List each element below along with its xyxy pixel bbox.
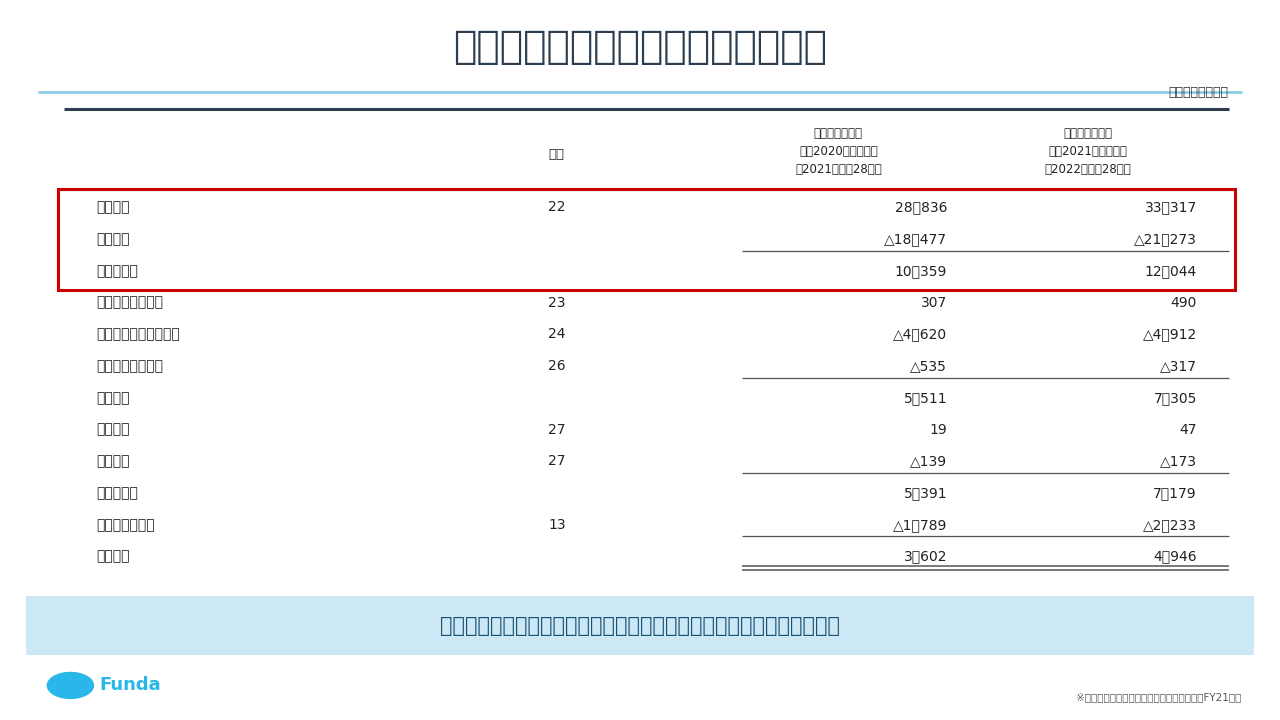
Text: △21，273: △21，273 [1134, 232, 1197, 246]
Text: 13: 13 [548, 518, 566, 532]
Text: 12，044: 12，044 [1144, 264, 1197, 278]
Text: （単位：百万円）: （単位：百万円） [1169, 86, 1229, 99]
Bar [58, 189, 1235, 289]
Text: 4，946: 4，946 [1153, 549, 1197, 564]
Text: 27: 27 [548, 423, 566, 436]
Text: 7，179: 7，179 [1153, 486, 1197, 500]
Text: 指標の調べ方：粗利（売上総利益）: 指標の調べ方：粗利（売上総利益） [453, 28, 827, 66]
Text: 19: 19 [929, 423, 947, 436]
Text: 当連結会計年度
（自2021年３月１日
至2022年２月28日）: 当連結会計年度 （自2021年３月１日 至2022年２月28日） [1044, 127, 1132, 176]
Text: 22: 22 [548, 200, 566, 215]
Text: △2，233: △2，233 [1143, 518, 1197, 532]
Text: △4，912: △4，912 [1143, 328, 1197, 341]
Text: △173: △173 [1160, 454, 1197, 468]
Text: 26: 26 [548, 359, 566, 373]
Text: 法人所得税費用: 法人所得税費用 [96, 518, 155, 532]
Text: △139: △139 [910, 454, 947, 468]
Text: 5，511: 5，511 [904, 391, 947, 405]
Text: 7，305: 7，305 [1153, 391, 1197, 405]
Text: Funda: Funda [100, 677, 161, 694]
Text: 490: 490 [1170, 296, 1197, 310]
Text: 営業利益: 営業利益 [96, 391, 129, 405]
Text: 23: 23 [548, 296, 566, 310]
Text: 27: 27 [548, 454, 566, 468]
Text: ※コメダホールディングス　有価証券報告書FY21より: ※コメダホールディングス 有価証券報告書FY21より [1076, 692, 1242, 702]
Text: その他の営業収益: その他の営業収益 [96, 296, 163, 310]
Text: 金融費用: 金融費用 [96, 454, 129, 468]
Text: 47: 47 [1179, 423, 1197, 436]
Bar [26, 596, 1254, 655]
Text: 28，836: 28，836 [895, 200, 947, 215]
Text: 税引前利益: 税引前利益 [96, 486, 138, 500]
Text: △317: △317 [1160, 359, 1197, 373]
Text: 3，602: 3，602 [904, 549, 947, 564]
Circle shape [47, 672, 93, 698]
Text: △18，477: △18，477 [884, 232, 947, 246]
Text: 売上原価: 売上原価 [96, 232, 129, 246]
Text: 売上収益: 売上収益 [96, 200, 129, 215]
Text: その他の営業費用: その他の営業費用 [96, 359, 163, 373]
Text: 販売費及び一般管理費: 販売費及び一般管理費 [96, 328, 179, 341]
Text: 10，359: 10，359 [895, 264, 947, 278]
Text: 金融収益: 金融収益 [96, 423, 129, 436]
Text: 当期利益: 当期利益 [96, 549, 129, 564]
Text: 5，391: 5，391 [904, 486, 947, 500]
Text: 33，317: 33，317 [1144, 200, 1197, 215]
Text: △1，789: △1，789 [893, 518, 947, 532]
Text: 注記: 注記 [549, 148, 564, 161]
Text: 売上総利益: 売上総利益 [96, 264, 138, 278]
Text: 損益計算書の構成要素として、粗利（売上総利益）が記載されています: 損益計算書の構成要素として、粗利（売上総利益）が記載されています [440, 616, 840, 636]
Text: 307: 307 [920, 296, 947, 310]
Text: △535: △535 [910, 359, 947, 373]
Text: 24: 24 [548, 328, 566, 341]
Text: 前連結会計年度
（自2020年３月１日
至2021年２月28日）: 前連結会計年度 （自2020年３月１日 至2021年２月28日） [795, 127, 882, 176]
Text: △4，620: △4，620 [893, 328, 947, 341]
